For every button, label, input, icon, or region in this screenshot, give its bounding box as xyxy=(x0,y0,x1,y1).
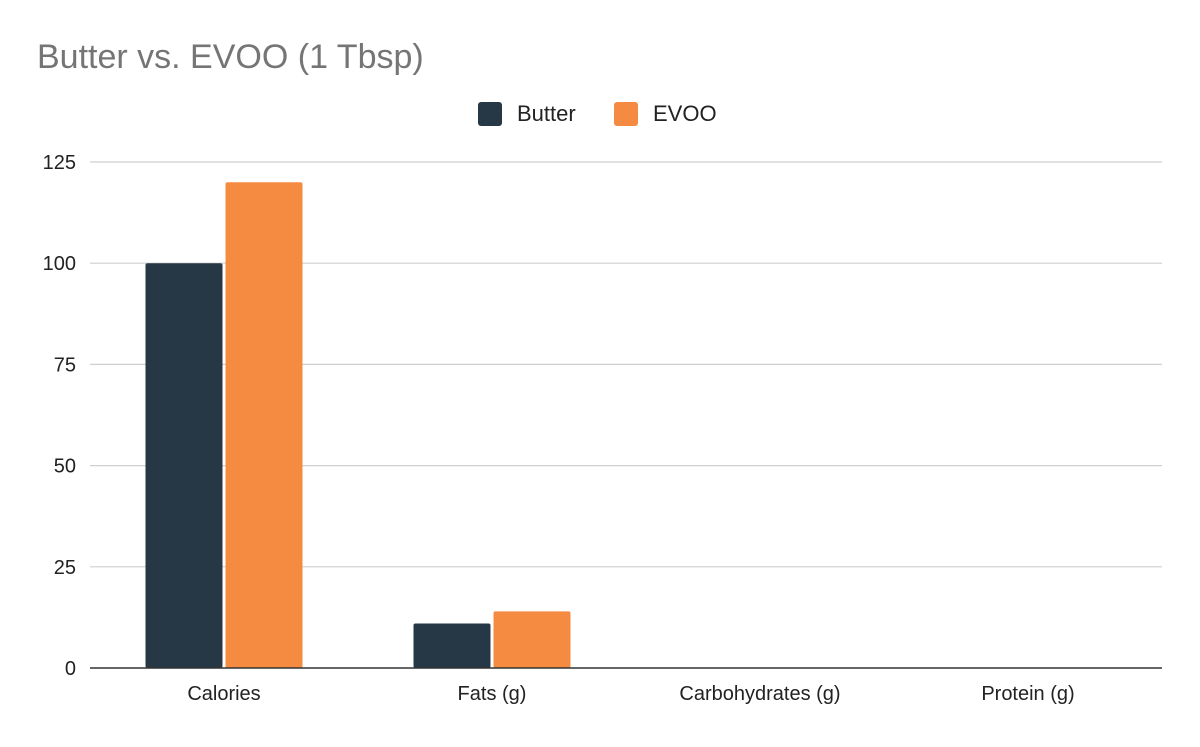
bar-evoo-fats-g xyxy=(493,611,571,668)
bar-evoo-calories xyxy=(225,182,303,669)
y-tick-label: 75 xyxy=(54,354,76,376)
y-tick-label: 100 xyxy=(43,253,76,275)
x-axis-labels: Calories Fats (g) Carbohydrates (g) Protein… xyxy=(187,683,1074,705)
legend-swatch-butter xyxy=(478,102,502,126)
chart-title: Butter vs. EVOO (1 Tbsp) xyxy=(37,38,424,76)
legend-label-butter: Butter xyxy=(517,101,576,126)
x-tick-label: Protein (g) xyxy=(981,683,1074,705)
y-tick-label: 25 xyxy=(54,557,76,579)
y-tick-label: 0 xyxy=(65,658,76,680)
y-axis-ticks: 0 25 50 75 100 125 xyxy=(43,152,76,680)
bar-butter-fats-g xyxy=(413,623,491,668)
x-tick-label: Fats (g) xyxy=(458,683,527,705)
legend: Butter EVOO xyxy=(478,101,717,126)
legend-label-evoo: EVOO xyxy=(653,101,717,126)
legend-swatch-evoo xyxy=(614,102,638,126)
y-tick-label: 125 xyxy=(43,152,76,174)
bar-butter-calories xyxy=(145,263,223,668)
x-tick-label: Carbohydrates (g) xyxy=(679,683,840,705)
x-tick-label: Calories xyxy=(187,683,260,705)
bars xyxy=(145,182,571,669)
y-tick-label: 50 xyxy=(54,456,76,478)
